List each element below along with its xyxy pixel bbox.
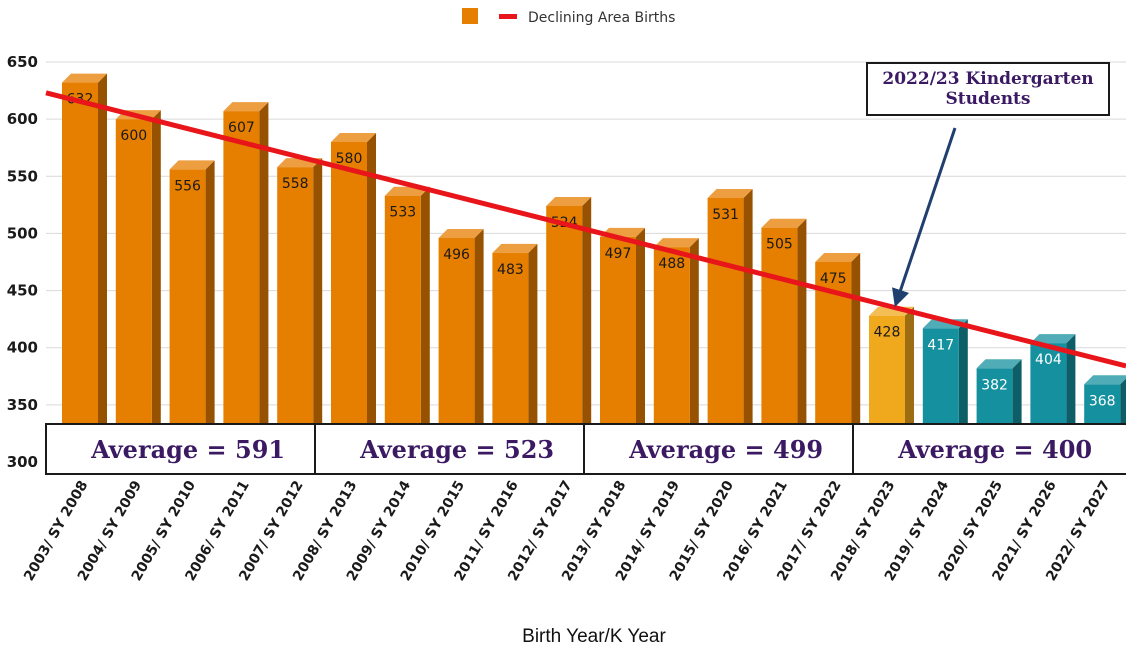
bar-value-label-12: 531	[712, 207, 739, 223]
x-axis-title: Birth Year/K Year	[522, 626, 666, 646]
bar-front-1	[115, 119, 152, 476]
bar-side-11	[689, 238, 699, 475]
bar-side-1	[151, 110, 161, 476]
bar-front-5	[331, 142, 367, 475]
y-axis-ticks: 300 350 400 450 500 550 600 650	[7, 53, 38, 471]
bar-value-label-15: 428	[874, 325, 901, 341]
bar-top-13	[761, 218, 807, 228]
average-box-3: Average = 400	[852, 423, 1126, 475]
bar-5: 580	[331, 133, 376, 475]
legend: Declining Area Births	[462, 8, 675, 26]
legend-bar-swatch	[462, 8, 478, 24]
bar-value-label-7: 496	[443, 247, 470, 263]
bar-top-3	[223, 102, 269, 112]
y-tick-550: 550	[7, 167, 38, 185]
bar-top-0	[62, 73, 107, 83]
bar-value-label-5: 580	[336, 151, 363, 167]
bar-top-2	[169, 160, 215, 170]
bar-side-7	[474, 229, 484, 475]
bar-value-label-18: 404	[1035, 352, 1062, 368]
y-tick-650: 650	[7, 53, 38, 71]
y-tick-300: 300	[7, 453, 38, 471]
bar-side-14	[851, 253, 861, 475]
bar-top-5	[331, 133, 376, 142]
legend-label: Declining Area Births	[528, 10, 675, 26]
bar-side-8	[528, 243, 538, 475]
bar-side-4	[313, 158, 323, 475]
bar-1: 600	[115, 110, 161, 476]
legend-line-swatch	[499, 14, 517, 19]
bar-top-18	[1030, 334, 1076, 344]
bar-value-label-1: 600	[120, 128, 147, 144]
y-tick-350: 350	[7, 396, 38, 414]
bar-side-10	[636, 227, 645, 475]
bar-value-label-16: 417	[927, 337, 954, 353]
average-box-0: Average = 591	[45, 423, 332, 475]
average-box-1: Average = 523	[314, 423, 601, 475]
bar-side-3	[259, 102, 269, 476]
bar-side-6	[420, 186, 430, 475]
bar-value-label-2: 556	[174, 178, 201, 194]
bar-top-17	[976, 359, 1022, 369]
bar-value-label-6: 533	[389, 205, 416, 221]
bar-side-9	[582, 197, 592, 475]
bar-front-0	[62, 82, 98, 476]
bar-top-19	[1084, 375, 1126, 385]
y-tick-500: 500	[7, 224, 38, 242]
bar-top-14	[815, 253, 861, 262]
y-tick-600: 600	[7, 110, 38, 128]
callout-arrow	[892, 127, 957, 308]
bar-3: 607	[223, 102, 269, 476]
bar-top-8	[492, 243, 538, 253]
bar-side-2	[205, 160, 215, 475]
kindergarten-callout: 2022/23 Kindergarten Students	[866, 62, 1110, 116]
average-box-2: Average = 499	[583, 423, 870, 475]
bar-top-7	[438, 229, 484, 238]
bar-side-5	[367, 133, 376, 475]
bar-front-3	[223, 111, 260, 476]
bar-value-label-13: 505	[766, 237, 793, 253]
bar-0: 632	[62, 73, 107, 476]
bar-value-label-17: 382	[981, 377, 1008, 393]
trend-line-layer	[45, 90, 1126, 369]
bar-top-11	[653, 238, 699, 248]
bar-value-label-3: 607	[228, 120, 255, 136]
bar-value-label-14: 475	[820, 271, 847, 287]
bar-value-label-8: 483	[497, 262, 524, 278]
bar-value-label-10: 497	[605, 246, 632, 262]
bar-top-9	[546, 197, 592, 206]
bars: 6326005566075585805334964835244974885315…	[62, 73, 1126, 476]
bar-value-label-4: 558	[282, 176, 309, 192]
bar-side-12	[743, 189, 753, 475]
trend-line	[45, 90, 1126, 369]
bar-top-12	[707, 189, 753, 198]
bar-value-label-19: 368	[1089, 393, 1116, 409]
callout-arrow-layer	[892, 127, 957, 308]
bar-value-label-11: 488	[658, 256, 685, 272]
y-tick-400: 400	[7, 339, 38, 357]
bar-side-0	[98, 73, 107, 476]
y-tick-450: 450	[7, 282, 38, 300]
